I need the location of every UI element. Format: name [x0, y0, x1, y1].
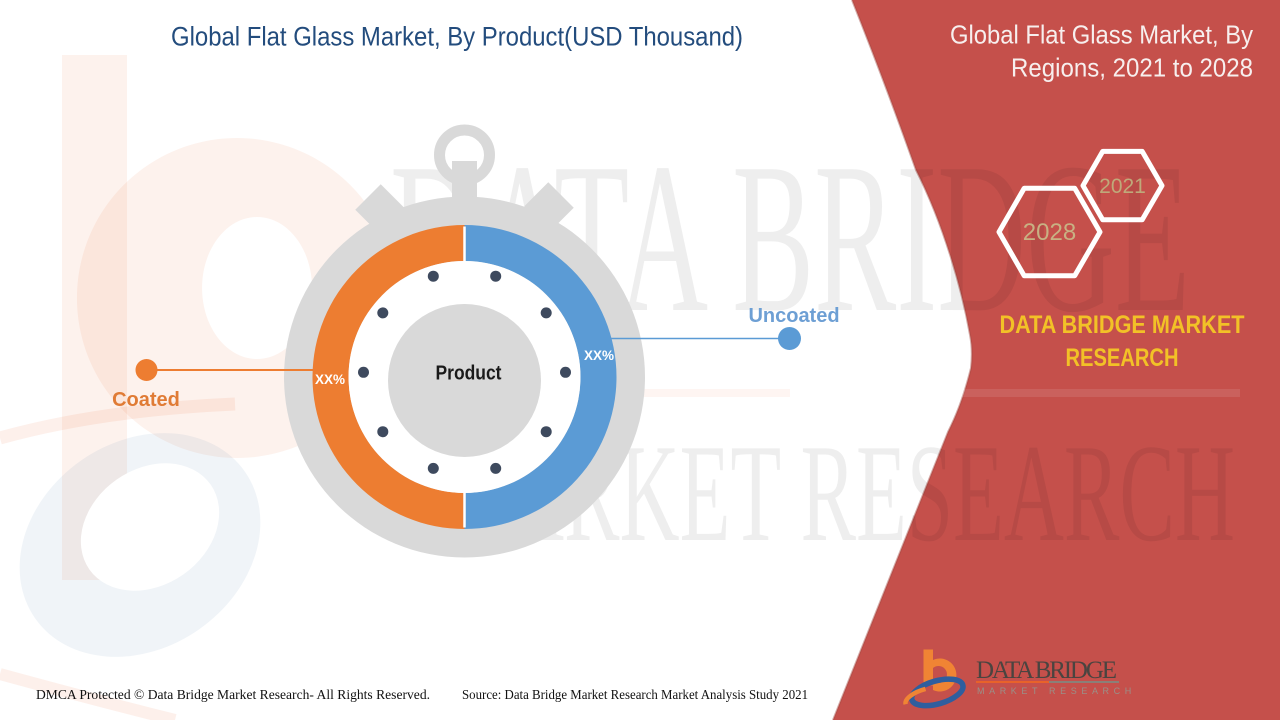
svg-text:Product: Product	[436, 363, 502, 385]
svg-text:RESEARCH: RESEARCH	[1066, 344, 1179, 372]
svg-text:Global Flat Glass Market, By P: Global Flat Glass Market, By Product(USD…	[171, 22, 743, 52]
svg-text:2021: 2021	[1099, 175, 1146, 198]
svg-text:Uncoated: Uncoated	[748, 305, 839, 327]
svg-text:2028: 2028	[1023, 219, 1076, 246]
svg-text:MARKET RESEARCH: MARKET RESEARCH	[977, 686, 1136, 696]
svg-text:DATA BRIDGE MARKET: DATA BRIDGE MARKET	[1000, 311, 1245, 339]
svg-text:Regions, 2021 to 2028: Regions, 2021 to 2028	[1011, 53, 1253, 83]
svg-text:Coated: Coated	[112, 389, 180, 411]
svg-text:Global Flat Glass Market, By: Global Flat Glass Market, By	[950, 20, 1253, 50]
svg-text:DMCA Protected © Data Bridge M: DMCA Protected © Data Bridge Market Rese…	[36, 688, 430, 703]
svg-text:XX%: XX%	[315, 372, 345, 387]
svg-text:Source: Data Bridge Market Res: Source: Data Bridge Market Research Mark…	[462, 688, 808, 703]
svg-text:DATA BRIDGE: DATA BRIDGE	[976, 657, 1118, 684]
svg-text:XX%: XX%	[584, 348, 614, 363]
